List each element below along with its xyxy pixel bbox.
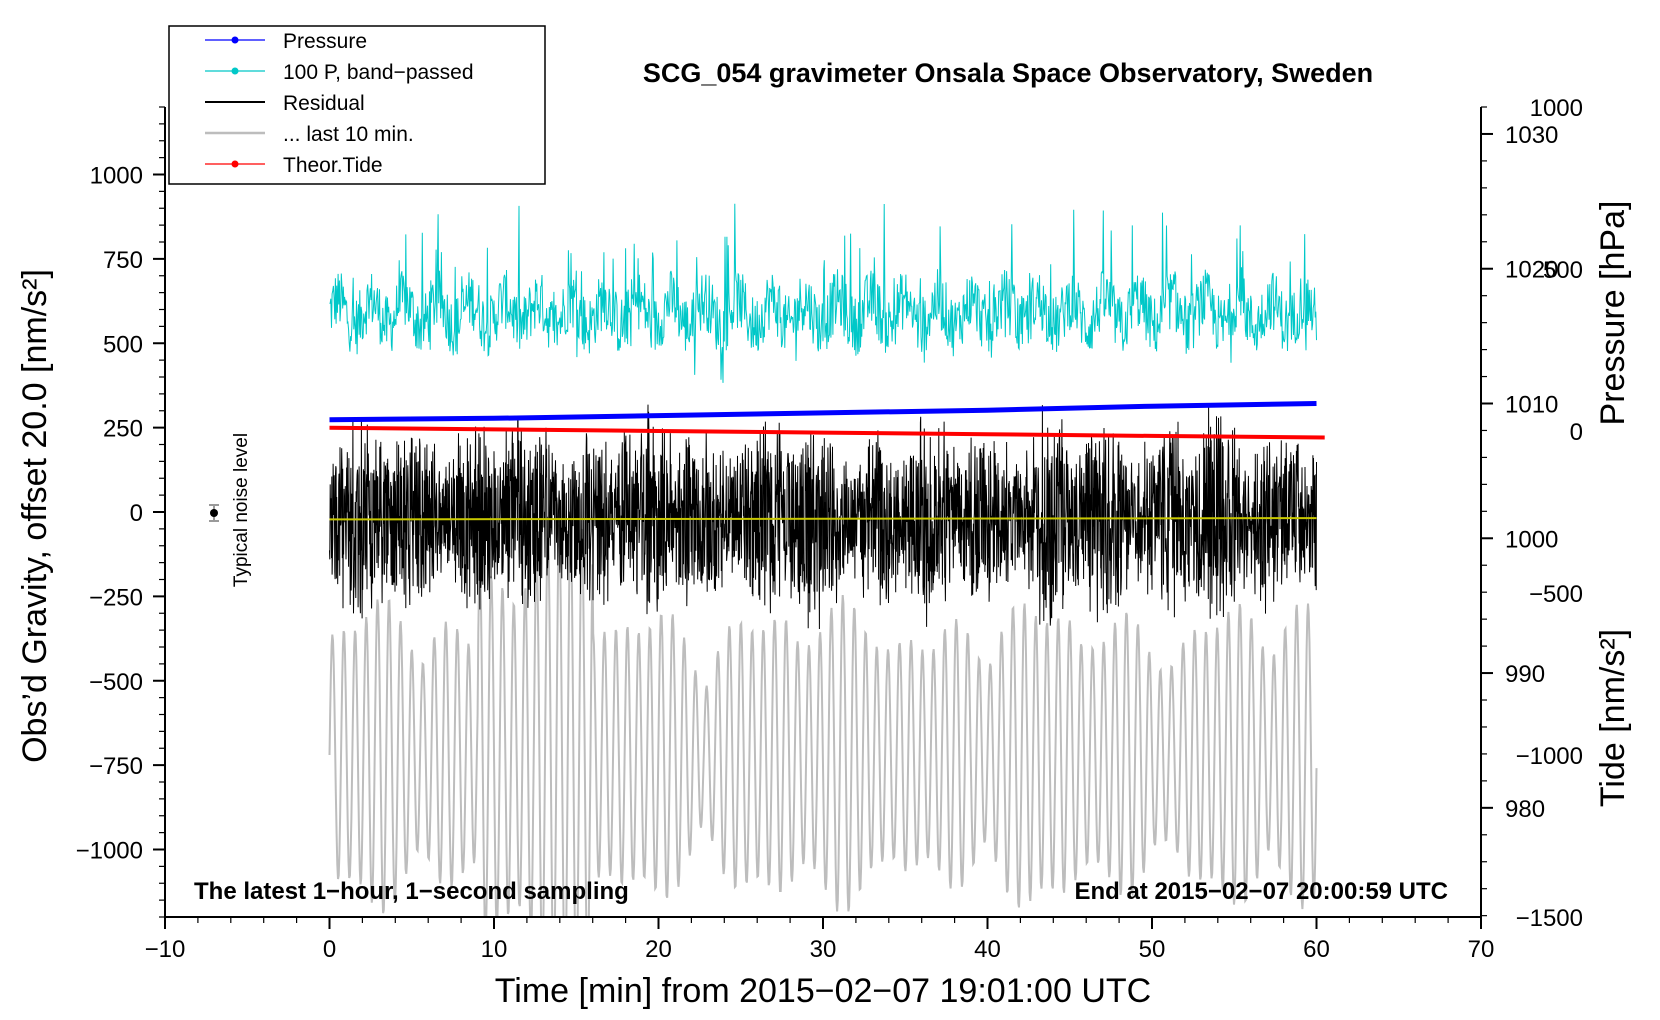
series-band-passed-pressure (329, 203, 1317, 383)
series-residual-mean (329, 517, 1317, 521)
left-tick-label: 0 (130, 500, 143, 527)
legend-item-bandpassed: 100 P, band−passed (205, 61, 474, 84)
x-tick-label: −10 (145, 936, 186, 963)
series-last-10-min (328, 521, 1318, 917)
x-tick-label: 70 (1468, 936, 1495, 963)
left-axis-ticks: −1000 −750 −500 −250 0 250 500 750 1000 (76, 106, 165, 918)
pressure-tick-label: 1000 (1505, 526, 1558, 553)
x-tick-label: 40 (974, 936, 1001, 963)
left-tick-label: 500 (103, 331, 143, 358)
x-tick-label: 20 (645, 936, 672, 963)
legend: Pressure 100 P, band−passed Residual ...… (168, 25, 546, 185)
pressure-tick-label: 1010 (1505, 392, 1558, 419)
end-time-note: End at 2015−02−07 20:00:59 UTC (1074, 878, 1448, 905)
x-axis-title: Time [min] from 2015−02−07 19:01:00 UTC (495, 972, 1151, 1010)
tide-axis-ticks: −1500 −1000 −500 0 500 1000 (1516, 95, 1583, 932)
left-tick-label: 750 (103, 247, 143, 274)
tide-tick-label: 500 (1543, 257, 1583, 284)
legend-label-last10: ... last 10 min. (283, 123, 414, 146)
legend-item-tide: Theor.Tide (205, 154, 383, 177)
x-tick-label: 0 (323, 936, 336, 963)
tide-axis-title: Tide [nm/s²] (1594, 629, 1632, 807)
legend-label-residual: Residual (283, 92, 365, 115)
tide-tick-label: −500 (1529, 581, 1583, 608)
left-tick-label: 250 (103, 416, 143, 443)
x-tick-label: 30 (810, 936, 837, 963)
left-axis-title: Obs’d Gravity, offset 20.0 [nm/s²] (16, 269, 54, 763)
pressure-axis-ticks: 980 990 1000 1010 1020 1030 (1481, 106, 1558, 917)
pressure-tick-label: 1020 (1505, 257, 1558, 284)
series-residual (329, 404, 1317, 630)
series-layer (328, 203, 1325, 917)
x-axis-ticks: −10 0 10 20 30 40 50 60 70 (145, 917, 1495, 963)
pressure-tick-label: 990 (1505, 661, 1545, 688)
legend-label-tide: Theor.Tide (283, 154, 383, 177)
series-theoretical-tide (329, 425, 1325, 440)
noise-level-label: Typical noise level (231, 433, 252, 587)
tide-tick-label: 0 (1570, 419, 1583, 446)
x-tick-label: 50 (1139, 936, 1166, 963)
left-tick-label: 1000 (90, 163, 143, 190)
legend-item-residual: Residual (205, 92, 365, 115)
x-tick-label: 60 (1303, 936, 1330, 963)
sampling-note: The latest 1−hour, 1−second sampling (194, 878, 629, 905)
tide-tick-label: −1500 (1516, 905, 1583, 932)
chart-title: SCG_054 gravimeter Onsala Space Observat… (643, 58, 1373, 88)
legend-item-last10: ... last 10 min. (205, 123, 414, 146)
left-tick-label: −750 (89, 753, 143, 780)
left-tick-label: −250 (89, 584, 143, 611)
pressure-tick-label: 980 (1505, 796, 1545, 823)
left-tick-label: −1000 (76, 838, 143, 865)
x-tick-label: 10 (481, 936, 508, 963)
legend-label-pressure: Pressure (283, 30, 367, 53)
pressure-axis-title: Pressure [hPa] (1594, 201, 1632, 426)
left-tick-label: −500 (89, 669, 143, 696)
tide-tick-label: −1000 (1516, 743, 1583, 770)
tide-tick-label: 1000 (1530, 95, 1583, 122)
series-pressure (329, 401, 1317, 423)
legend-item-pressure: Pressure (205, 30, 367, 53)
pressure-tick-label: 1030 (1505, 122, 1558, 149)
noise-marker (209, 504, 219, 522)
legend-label-bandpassed: 100 P, band−passed (283, 61, 474, 84)
